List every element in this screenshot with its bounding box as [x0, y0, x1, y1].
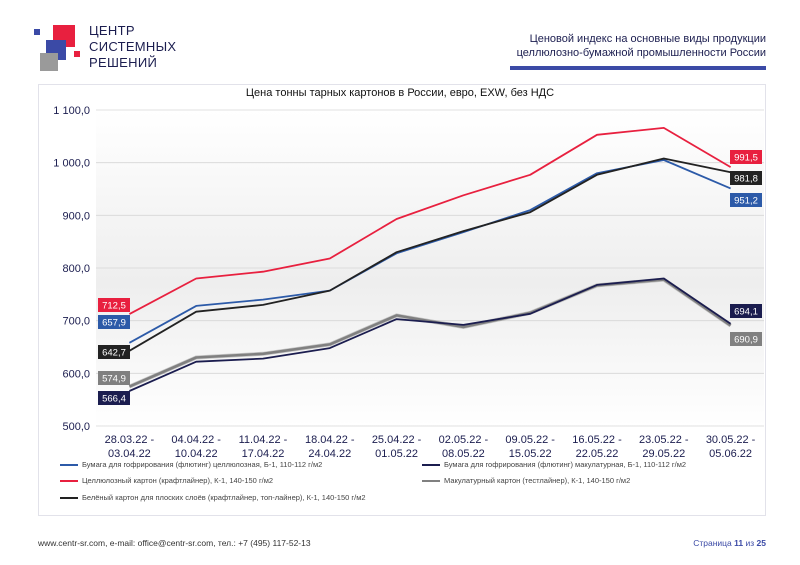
end-value-label: 951,2	[734, 196, 758, 207]
x-tick-label: 10.04.22	[175, 448, 218, 460]
legend-label: Макулатурный картон (тестлайнер), К-1, 1…	[444, 476, 631, 485]
start-value-label-box	[98, 345, 130, 359]
start-value-label-box	[98, 298, 130, 312]
series-line	[128, 127, 732, 315]
end-value-label: 690,9	[734, 335, 758, 346]
legend-item: Макулатурный картон (тестлайнер), К-1, 1…	[422, 476, 630, 485]
x-tick-label: 17.04.22	[242, 448, 285, 460]
series-line	[129, 277, 732, 392]
x-tick-label: 01.05.22	[375, 448, 418, 460]
legend-label: Белёный картон для плоских слоёв (крафтл…	[82, 493, 366, 502]
x-tick-label: 23.05.22 -	[639, 434, 689, 446]
chart-title: Цена тонны тарных картонов в России, евр…	[245, 87, 555, 99]
x-tick-label: 24.04.22	[308, 448, 351, 460]
legend-label: Целлюлозный картон (крафтлайнер), К-1, 1…	[82, 476, 274, 485]
x-tick-label: 11.04.22 -	[239, 434, 288, 446]
legend-swatch	[422, 479, 440, 482]
y-tick-label: 800,0	[62, 263, 90, 275]
page-of: из	[745, 538, 755, 548]
y-tick-label: 1 000,0	[53, 158, 90, 170]
end-value-label: 991,5	[734, 153, 758, 164]
document-title-line-2: целлюлозно-бумажной промышленности Росси…	[516, 47, 766, 59]
legend-item: Белёный картон для плоских слоёв (крафтл…	[60, 493, 366, 502]
start-value-label: 574,9	[102, 374, 126, 385]
x-tick-label: 05.06.22	[709, 448, 752, 460]
x-tick-label: 04.04.22 -	[171, 434, 221, 446]
legend-label: Бумага для гофрирования (флютинг) макула…	[444, 460, 687, 469]
chart-frame	[38, 84, 766, 516]
x-tick-label: 15.05.22	[509, 448, 552, 460]
end-value-label-box	[730, 193, 762, 207]
x-tick-label: 18.04.22 -	[305, 434, 355, 446]
end-value-label: 694,1	[734, 307, 758, 318]
page-current: 11	[734, 538, 744, 548]
start-value-label-box	[98, 391, 130, 405]
x-tick-label: 16.05.22 -	[572, 434, 622, 446]
x-tick-label: 02.05.22 -	[439, 434, 489, 446]
start-value-label: 566,4	[102, 394, 126, 405]
x-tick-label: 28.03.22 -	[105, 434, 155, 446]
document-title-line-1: Ценовой индекс на основные виды продукци…	[529, 33, 766, 45]
start-value-label: 642,7	[102, 348, 126, 359]
footer-page-number: Страница 11 из 25	[693, 538, 766, 548]
start-value-label-box	[98, 371, 130, 385]
end-value-label-box	[730, 304, 762, 318]
x-tick-label: 30.05.22 -	[706, 434, 756, 446]
end-value-label-box	[730, 171, 762, 185]
x-tick-label: 22.05.22	[576, 448, 619, 460]
y-tick-label: 700,0	[62, 316, 90, 328]
page-total: 25	[756, 538, 766, 548]
logo-text-line-1: ЦЕНТР	[89, 23, 135, 38]
company-logo	[34, 25, 80, 71]
legend-swatch	[60, 496, 78, 499]
legend-swatch	[60, 463, 78, 466]
x-tick-label: 08.05.22	[442, 448, 485, 460]
legend-swatch	[60, 479, 78, 482]
logo-text-line-2: СИСТЕМНЫХ	[89, 39, 177, 54]
footer-contacts: www.centr-sr.com, e-mail: office@centr-s…	[38, 538, 311, 548]
end-value-label-box	[730, 332, 762, 346]
document-title: Ценовой индекс на основные виды продукци…	[436, 32, 766, 60]
end-value-label-box	[730, 150, 762, 164]
start-value-label: 657,9	[102, 318, 126, 329]
start-value-label-box	[98, 315, 130, 329]
title-underline-bar	[510, 66, 766, 70]
logo-text-line-3: РЕШЕНИЙ	[89, 55, 158, 70]
y-tick-label: 600,0	[62, 368, 90, 380]
y-tick-label: 500,0	[62, 421, 90, 433]
legend-item: Бумага для гофрирования (флютинг) целлюл…	[60, 460, 322, 469]
y-tick-label: 900,0	[62, 210, 90, 222]
x-tick-label: 03.04.22	[108, 448, 151, 460]
legend-label: Бумага для гофрирования (флютинг) целлюл…	[82, 460, 323, 469]
end-value-label: 981,8	[734, 174, 758, 185]
x-tick-label: 25.04.22 -	[372, 434, 422, 446]
x-tick-label: 09.05.22 -	[505, 434, 555, 446]
y-tick-label: 1 100,0	[53, 105, 90, 117]
legend-item: Целлюлозный картон (крафтлайнер), К-1, 1…	[60, 476, 273, 485]
x-tick-label: 29.05.22	[642, 448, 685, 460]
legend-item: Бумага для гофрирования (флютинг) макула…	[422, 460, 686, 469]
legend-swatch	[422, 463, 440, 466]
series-line	[128, 157, 731, 352]
page-prefix: Страница	[693, 538, 732, 548]
start-value-label: 712,5	[102, 301, 126, 312]
